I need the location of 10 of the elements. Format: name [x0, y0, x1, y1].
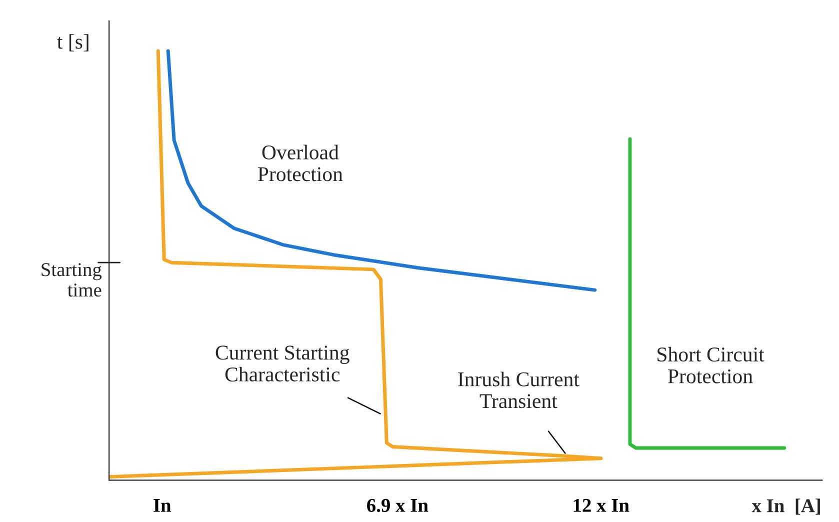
x-tick-label: 12 x In [574, 498, 630, 512]
y-axis-title: t [s] [57, 34, 88, 52]
ref-line-label: Starting time [42, 263, 102, 297]
annotation: Short Circuit Protection [658, 346, 764, 384]
annotation: Inrush Current Transient [458, 372, 580, 408]
annotation: Overload Protection [258, 144, 343, 182]
x-tick-label: In [154, 499, 172, 512]
annotation: Current Starting Characteristic [216, 346, 350, 382]
x-tick-label: 6.9 x In [367, 498, 428, 512]
x-axis-title: x In [A] [752, 498, 820, 515]
